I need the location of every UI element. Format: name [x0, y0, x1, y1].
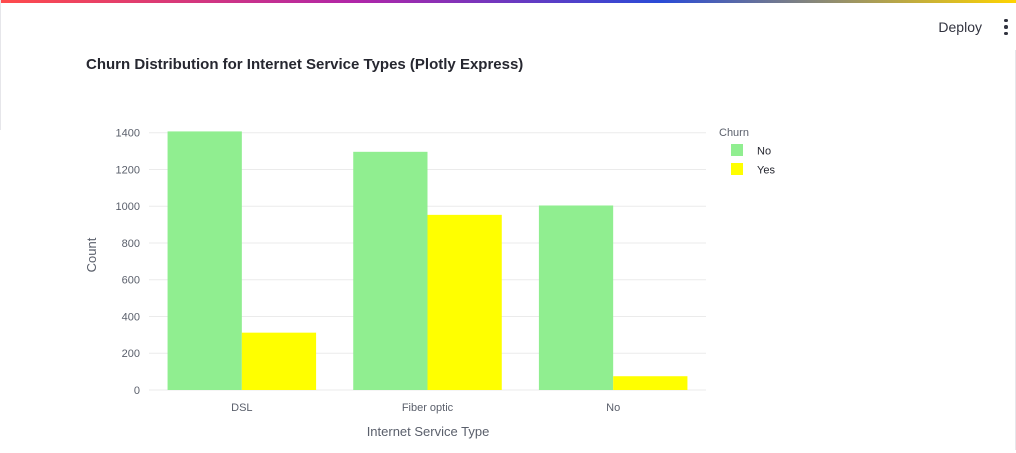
bar-yes-0: [241, 332, 317, 390]
legend-swatch-no: [731, 144, 743, 156]
bar-yes-1: [427, 214, 502, 390]
legend-label-yes[interactable]: Yes: [757, 165, 775, 177]
y-tick-label: 0: [134, 385, 140, 397]
legend-title: Churn: [719, 127, 749, 139]
legend-swatch-yes: [731, 163, 743, 175]
bar-no-2: [538, 205, 614, 390]
x-tick-label: No: [606, 402, 620, 414]
kebab-menu-icon[interactable]: [998, 14, 1014, 40]
y-tick-label: 1400: [116, 128, 140, 140]
y-tick-label: 800: [122, 238, 140, 250]
y-tick-label: 400: [122, 311, 140, 323]
chart-title: Churn Distribution for Internet Service …: [86, 56, 524, 73]
y-tick-label: 600: [122, 275, 140, 287]
bar-yes-2: [613, 376, 688, 390]
y-tick-label: 200: [122, 348, 140, 360]
app-toolbar: Deploy: [928, 14, 1016, 40]
chart-legend: Churn No Yes: [719, 127, 775, 177]
y-tick-label: 1000: [116, 201, 140, 213]
x-tick-label: Fiber optic: [402, 402, 454, 414]
y-axis-title: Count: [84, 237, 99, 272]
sidebar-edge: [0, 0, 1, 130]
bar-no-1: [353, 151, 428, 390]
bar-no-0: [167, 131, 242, 391]
legend-label-no[interactable]: No: [757, 146, 771, 158]
bars: [167, 131, 688, 391]
deploy-button[interactable]: Deploy: [938, 19, 982, 35]
x-tick-label: DSL: [231, 402, 252, 414]
x-axis-title: Internet Service Type: [367, 424, 490, 439]
header-decoration-stripe: [0, 0, 1016, 3]
tick-labels: 0 200 400 600 800 1000 1200 1400 DSL Fiber optic N…: [116, 128, 621, 414]
y-tick-label: 1200: [116, 164, 140, 176]
